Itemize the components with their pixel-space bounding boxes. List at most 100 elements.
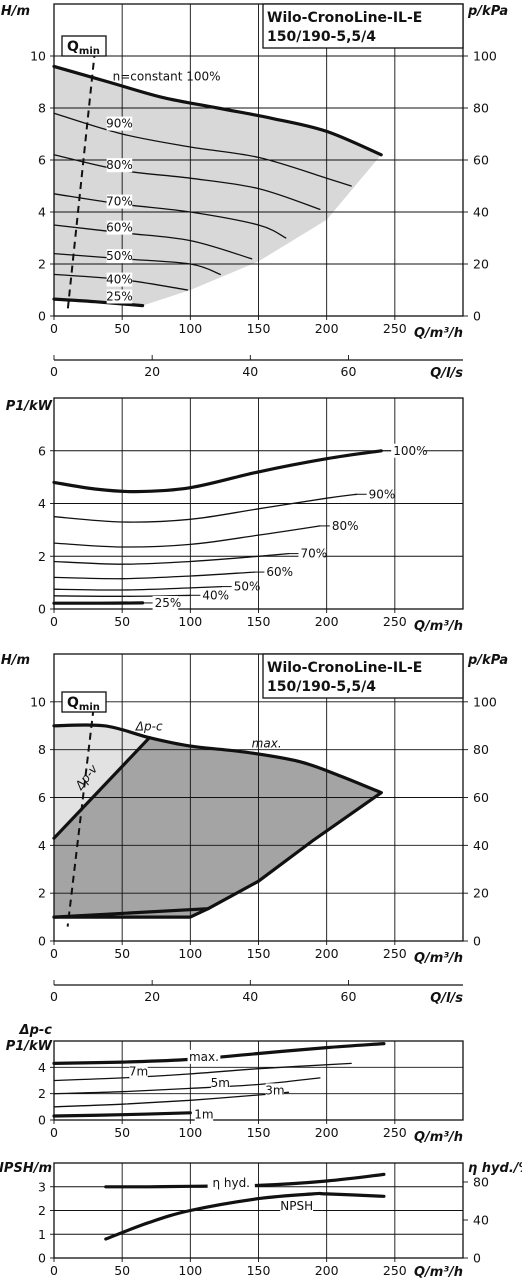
series-label: 70% xyxy=(106,195,133,209)
series-line-6 xyxy=(53,594,191,597)
series-line-0 xyxy=(52,449,383,494)
series-line-2 xyxy=(52,791,383,919)
series-label: 1m xyxy=(194,1108,213,1122)
y-tick-label: 8 xyxy=(38,742,46,757)
title-box xyxy=(262,653,464,699)
label-background xyxy=(329,518,356,533)
x-tick-label: 50 xyxy=(114,1263,130,1278)
y-right-tick-label: 20 xyxy=(473,257,489,272)
label-background xyxy=(129,1064,148,1079)
series-label: n=constant 100% xyxy=(113,70,221,84)
y-tick-label: 4 xyxy=(38,205,46,220)
label-background xyxy=(298,546,325,561)
label-background xyxy=(264,565,291,580)
secondary-x-tick-label: 40 xyxy=(242,364,258,379)
series-line-2 xyxy=(53,154,321,211)
y-tick-label: 0 xyxy=(38,1113,46,1128)
x-tick-label: 150 xyxy=(247,1125,271,1140)
y-tick-label: 2 xyxy=(38,549,46,564)
y-axis-title: NPSH/m xyxy=(0,1161,52,1176)
series-line-2 xyxy=(53,525,321,548)
y-right-tick-label: 100 xyxy=(473,49,497,64)
label-background xyxy=(366,487,393,502)
x-tick-label: 100 xyxy=(178,614,202,629)
series-line-5 xyxy=(53,252,221,276)
series-label: 100% xyxy=(393,444,427,458)
series-label: 40% xyxy=(202,588,229,602)
label-background xyxy=(207,1175,255,1190)
series-label: 90% xyxy=(106,117,133,131)
x-tick-label: 50 xyxy=(114,321,130,336)
qmin-box xyxy=(61,691,107,713)
chart-subtitle: 150/190-5,5/4 xyxy=(267,29,376,45)
series-line-5 xyxy=(53,585,223,591)
x-tick-label: 150 xyxy=(247,1263,271,1278)
y-tick-label: 2 xyxy=(38,1086,46,1101)
x-tick-label: 200 xyxy=(315,1263,339,1278)
y-tick-label: 1 xyxy=(38,1227,46,1242)
label-background xyxy=(106,272,133,287)
y-right-tick-label: 40 xyxy=(473,205,489,220)
y-right-tick-label: 40 xyxy=(473,1213,489,1228)
x-tick-label: 0 xyxy=(50,1125,58,1140)
y-axis-title-2: P1/kW xyxy=(6,1039,53,1054)
y-tick-label: 4 xyxy=(38,496,46,511)
x-tick-label: 200 xyxy=(315,946,339,961)
y-right-tick-label: 0 xyxy=(473,934,481,949)
series-label: 80% xyxy=(106,158,133,172)
series-label: 50% xyxy=(234,580,261,594)
light-region xyxy=(54,725,150,839)
y-tick-label: 4 xyxy=(38,838,46,853)
x-tick-label: 150 xyxy=(247,321,271,336)
series-label: 60% xyxy=(266,565,293,579)
label-background xyxy=(106,158,133,173)
y-right-axis-title: p/kPa xyxy=(467,653,508,668)
series-line-0 xyxy=(52,64,383,157)
qmin-q: Q xyxy=(67,39,79,55)
label-background xyxy=(231,579,258,594)
series-line-3 xyxy=(53,552,290,565)
qmin-sub: min xyxy=(79,46,100,57)
secondary-x-tick-label: 0 xyxy=(50,989,58,1004)
plot-frame xyxy=(53,397,464,610)
x-tick-label: 100 xyxy=(178,946,202,961)
chart-subtitle: 150/190-5,5/4 xyxy=(267,679,376,695)
label-background xyxy=(200,588,226,603)
secondary-x-tick-label: 0 xyxy=(50,364,58,379)
qmin-box xyxy=(61,35,107,57)
series-label: 60% xyxy=(106,221,133,235)
title-box xyxy=(262,3,464,49)
series-label: η hyd. xyxy=(212,1176,250,1190)
annotation-max: max. xyxy=(252,736,282,750)
x-tick-label: 250 xyxy=(383,1263,407,1278)
y-tick-label: 8 xyxy=(38,101,46,116)
series-line-1 xyxy=(53,1062,352,1082)
y-tick-label: 4 xyxy=(38,1060,46,1075)
x-tick-label: 150 xyxy=(247,614,271,629)
y-right-axis-title: η hyd./% xyxy=(468,1161,522,1176)
series-line-3 xyxy=(52,907,210,919)
x-axis-title: Q/m³/h xyxy=(414,326,463,341)
y-right-tick-label: 60 xyxy=(473,153,489,168)
y-right-tick-label: 0 xyxy=(473,1251,481,1266)
qmin-sub: min xyxy=(79,702,100,713)
label-background xyxy=(106,249,133,264)
series-line-3 xyxy=(53,1091,290,1108)
series-line-4 xyxy=(53,224,253,260)
series-label: 25% xyxy=(106,290,133,304)
y-right-tick-label: 60 xyxy=(473,790,489,805)
y-right-tick-label: 40 xyxy=(473,838,489,853)
operating-envelope xyxy=(54,66,382,306)
secondary-x-tick-label: 60 xyxy=(341,364,357,379)
y-tick-label: 2 xyxy=(38,1203,46,1218)
secondary-x-tick-label: 20 xyxy=(144,364,160,379)
y-tick-label: 2 xyxy=(38,257,46,272)
series-line-1 xyxy=(53,112,352,187)
plot-frame xyxy=(53,1162,464,1259)
x-tick-label: 250 xyxy=(383,321,407,336)
x-tick-label: 0 xyxy=(50,1263,58,1278)
x-tick-label: 250 xyxy=(383,1125,407,1140)
y-right-tick-label: 0 xyxy=(473,309,481,324)
